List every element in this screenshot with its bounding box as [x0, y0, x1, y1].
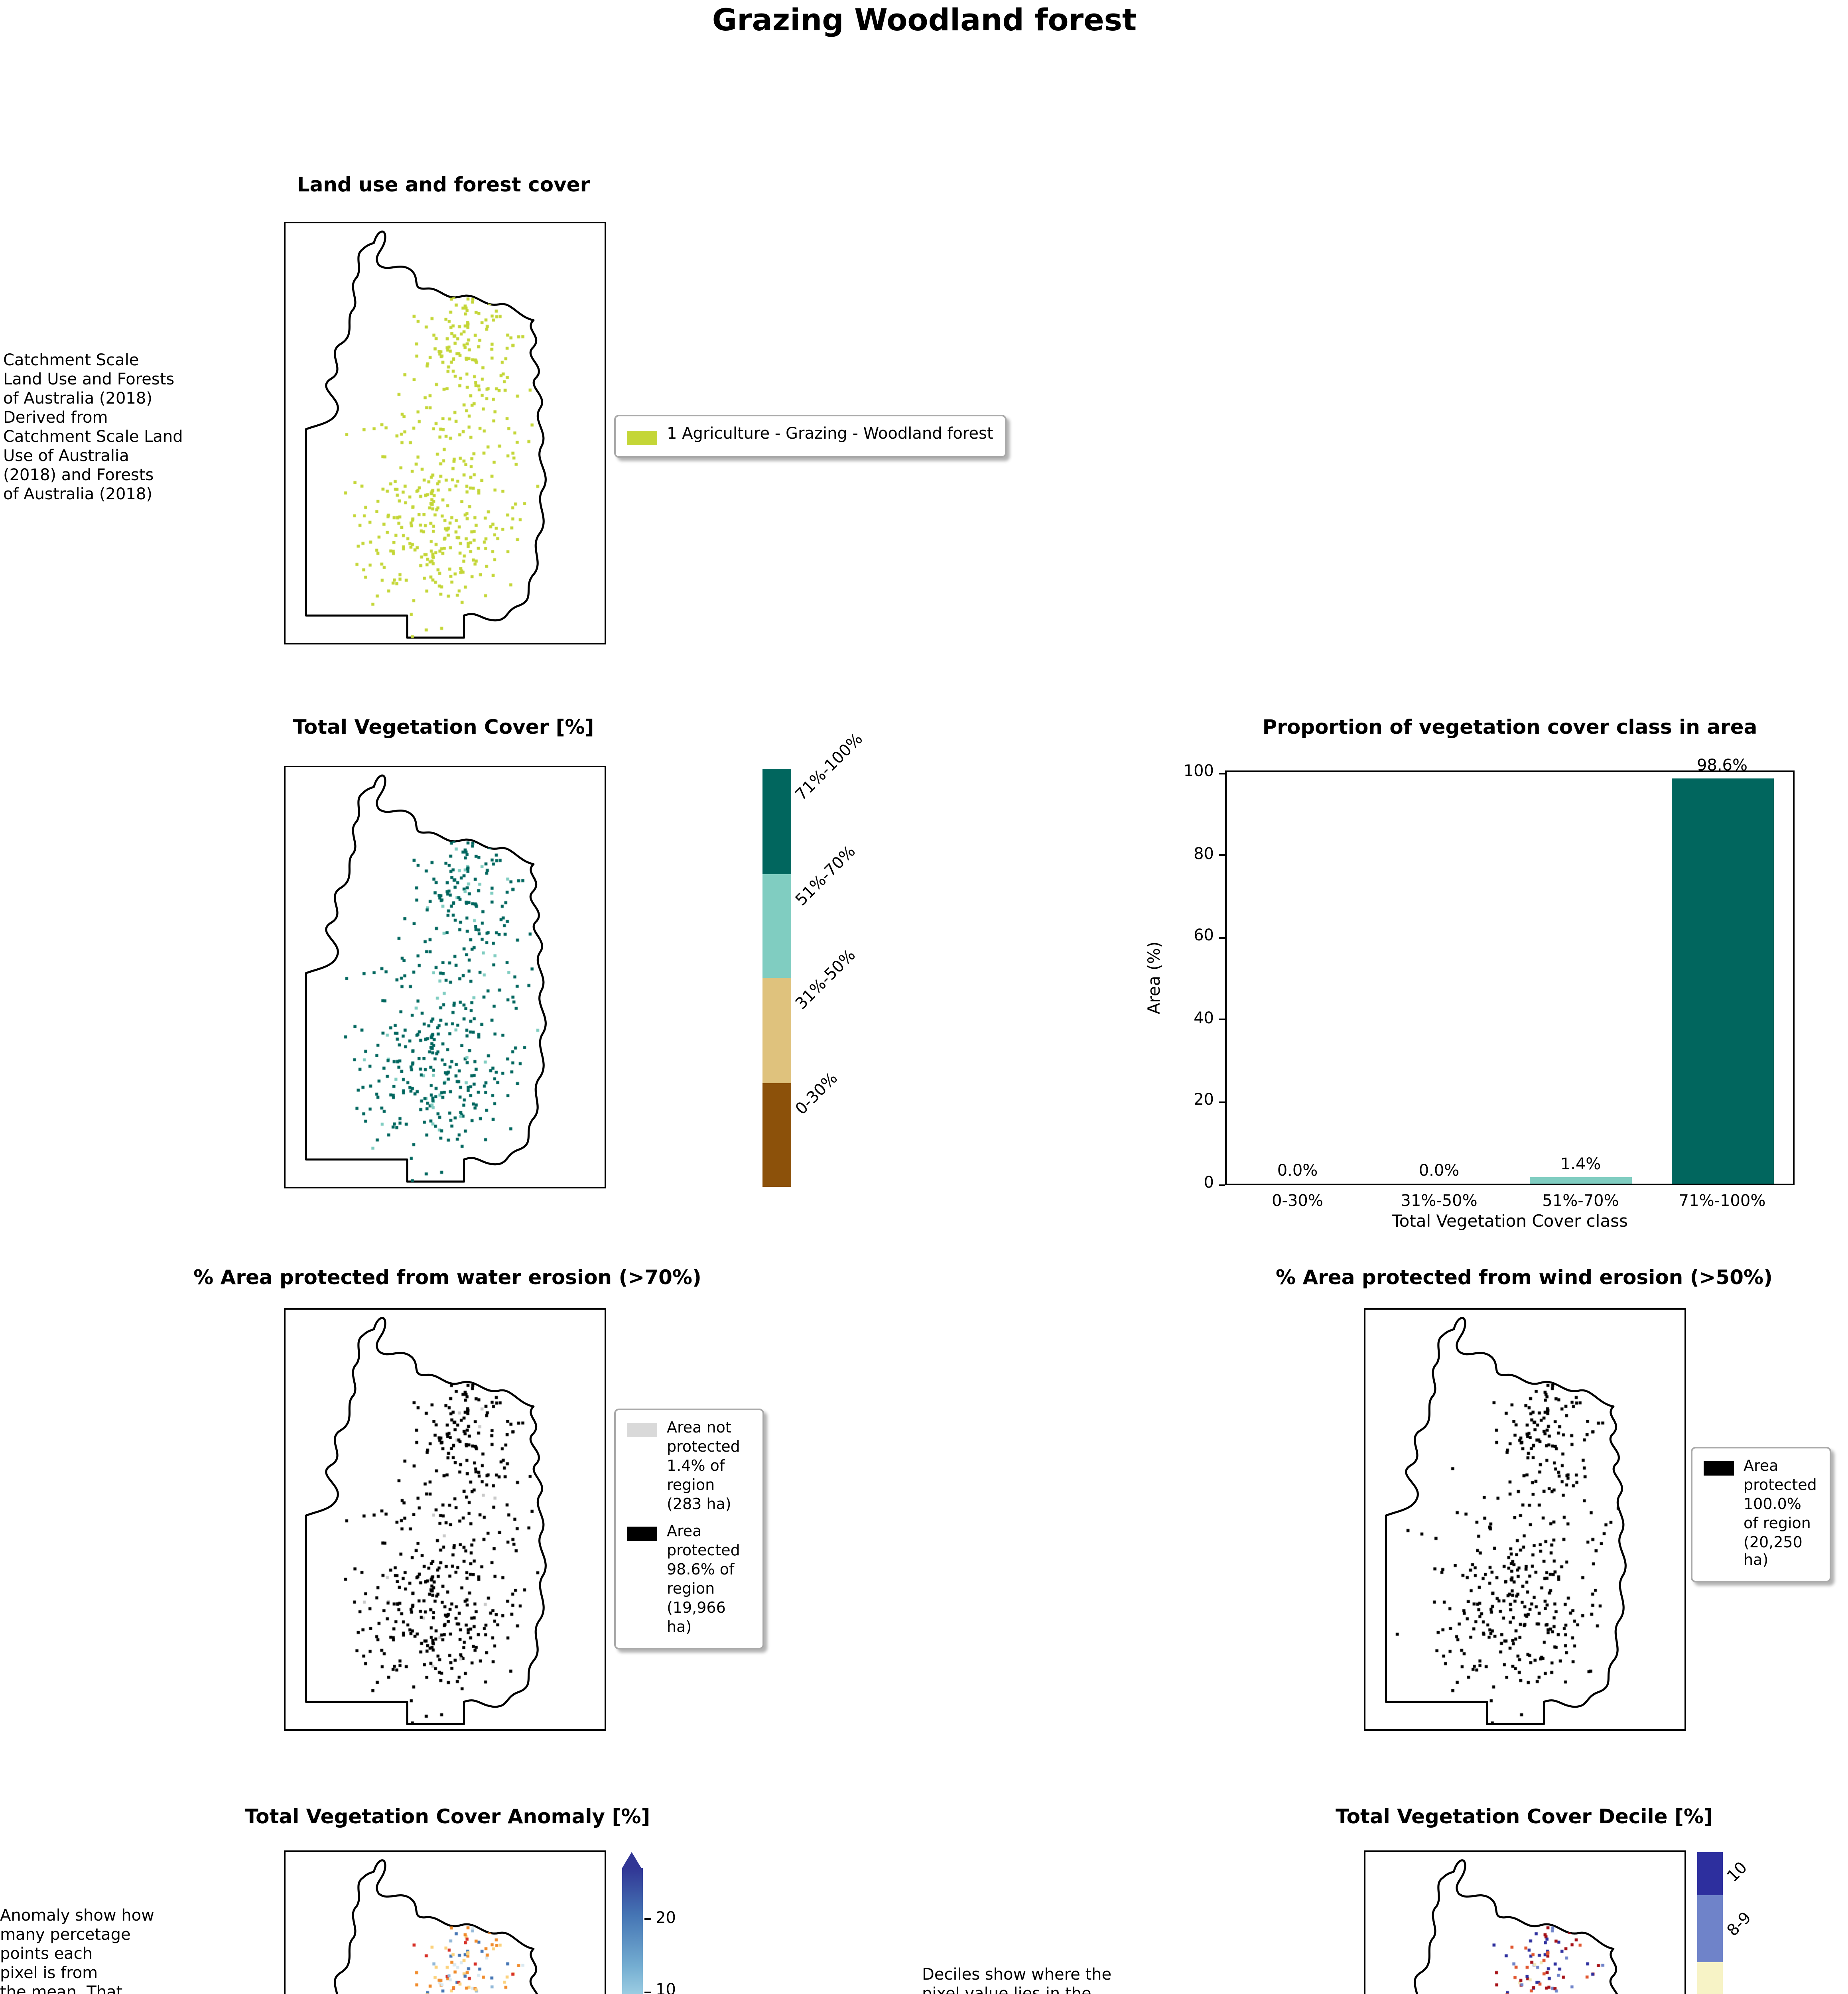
y-tick-label: 0 — [1204, 1175, 1227, 1192]
y-tick-label: 40 — [1194, 1010, 1225, 1028]
x-tick-label: 51%-70% — [1542, 1193, 1619, 1211]
map-pixels-canvas — [1365, 1310, 1684, 1729]
y-axis-label: Area (%) — [1145, 941, 1164, 1015]
bar-value-label: 0.0% — [1419, 1163, 1460, 1180]
map-pixels-canvas — [286, 1310, 605, 1729]
water-title: % Area protected from water erosion (>70… — [193, 1265, 701, 1289]
y-tick-label: 80 — [1194, 845, 1225, 863]
bar-value-label: 98.6% — [1696, 757, 1748, 775]
wind-protected-label: Area protected 100.0% of region (20,250 … — [1744, 1458, 1817, 1570]
colorbar-segment — [762, 978, 791, 1082]
wind-protected-swatch — [1704, 1461, 1734, 1476]
colorbar-tick: 10 — [644, 1983, 676, 1994]
water-notprotected-swatch — [627, 1423, 657, 1437]
water-notprotected-label: Area not protected 1.4% of region (283 h… — [667, 1420, 740, 1513]
tvc-map — [284, 766, 606, 1188]
colorbar-label: 8-9 — [1724, 1909, 1755, 1940]
bar-value-label: 1.4% — [1560, 1157, 1601, 1175]
barchart-title: Proportion of vegetation cover class in … — [1262, 715, 1757, 739]
wind-erosion-map — [1364, 1308, 1686, 1731]
decile-map — [1364, 1850, 1686, 1994]
x-tick-label: 31%-50% — [1401, 1193, 1478, 1211]
y-tick-label: 60 — [1194, 928, 1225, 946]
x-tick-label: 71%-100% — [1679, 1193, 1766, 1211]
decile-colorbar: 108-94-72-31 — [1697, 1852, 1755, 1994]
colorbar-segment — [762, 769, 791, 873]
anomaly-map — [284, 1850, 606, 1994]
wind-legend: Area protected 100.0% of region (20,250 … — [1691, 1447, 1831, 1583]
water-legend: Area not protected 1.4% of region (283 h… — [614, 1409, 764, 1649]
vegcover-bar-chart: 0 20 40 60 80 100 0.0% 0-30% 0.0% 31%-50% 1.4% 51%-… — [1184, 757, 1795, 1211]
anomaly-title: Total Vegetation Cover Anomaly [%] — [244, 1804, 650, 1828]
colorbar-segment — [762, 1082, 791, 1187]
decile-note: Deciles show where the pixel value lies … — [922, 1967, 1112, 1994]
bar-value-label: 0.0% — [1277, 1163, 1318, 1180]
decile-title: Total Vegetation Cover Decile [%] — [1336, 1804, 1713, 1828]
bar-71%-100% — [1671, 778, 1773, 1184]
map-pixels-canvas — [286, 223, 605, 643]
bar-51%-70% — [1529, 1178, 1632, 1184]
x-tick-label: 0-30% — [1272, 1193, 1323, 1211]
y-tick-label: 20 — [1194, 1092, 1225, 1110]
anomaly-colorbar: 20100−10−20 — [622, 1852, 676, 1994]
tvc-colorbar: 71%-100% 51%-70% 31%-50% 0-30% — [762, 731, 867, 1187]
colorbar-segment — [1697, 1894, 1723, 1962]
map-pixels-canvas — [286, 767, 605, 1187]
anomaly-note: Anomaly show how many percetage points e… — [0, 1908, 154, 1994]
map-pixels-canvas — [286, 1852, 605, 1994]
colorbar-arrow-up — [622, 1852, 641, 1868]
y-tick-label: 100 — [1183, 763, 1225, 781]
colorbar-label: 10 — [1724, 1859, 1751, 1886]
landuse-map — [284, 222, 606, 644]
landuse-legend: 1 Agriculture - Grazing - Woodland fores… — [614, 415, 1006, 457]
colorbar-label: 31%-50% — [793, 947, 860, 1014]
colorbar-segment — [762, 873, 791, 978]
water-protected-label: Area protected 98.6% of region (19,966 h… — [667, 1524, 740, 1637]
colorbar-label: 71%-100% — [793, 731, 867, 805]
landuse-legend-swatch — [627, 430, 657, 445]
legend-item: 1 Agriculture - Grazing - Woodland fores… — [627, 426, 993, 446]
legend-item: Area not protected 1.4% of region (283 h… — [627, 1420, 751, 1515]
water-erosion-map — [284, 1308, 606, 1731]
bar-plot: 0 20 40 60 80 100 0.0% 0-30% 0.0% 31%-50% 1.4% 51%-… — [1184, 757, 1795, 1211]
tvc-title: Total Vegetation Cover [%] — [293, 715, 594, 739]
landuse-note: Catchment Scale Land Use and Forests of … — [3, 353, 183, 504]
colorbar-segment — [1697, 1962, 1723, 1994]
colorbar-label: 51%-70% — [793, 842, 860, 909]
page-title: Grazing Woodland forest — [712, 3, 1137, 38]
landuse-legend-label: 1 Agriculture - Grazing - Woodland fores… — [667, 426, 993, 443]
landuse-title: Land use and forest cover — [297, 172, 590, 196]
wind-title: % Area protected from wind erosion (>50%… — [1275, 1265, 1773, 1289]
water-protected-swatch — [627, 1527, 657, 1542]
legend-item: Area protected 98.6% of region (19,966 h… — [627, 1524, 751, 1638]
map-pixels-canvas — [1365, 1852, 1684, 1994]
colorbar-tick: 20 — [644, 1910, 676, 1928]
colorbar-segment — [1697, 1852, 1723, 1895]
legend-item: Area protected 100.0% of region (20,250 … — [1704, 1458, 1818, 1572]
x-axis-label: Total Vegetation Cover class — [1392, 1212, 1628, 1231]
colorbar-gradient — [622, 1868, 643, 1994]
colorbar-label: 0-30% — [793, 1069, 842, 1118]
